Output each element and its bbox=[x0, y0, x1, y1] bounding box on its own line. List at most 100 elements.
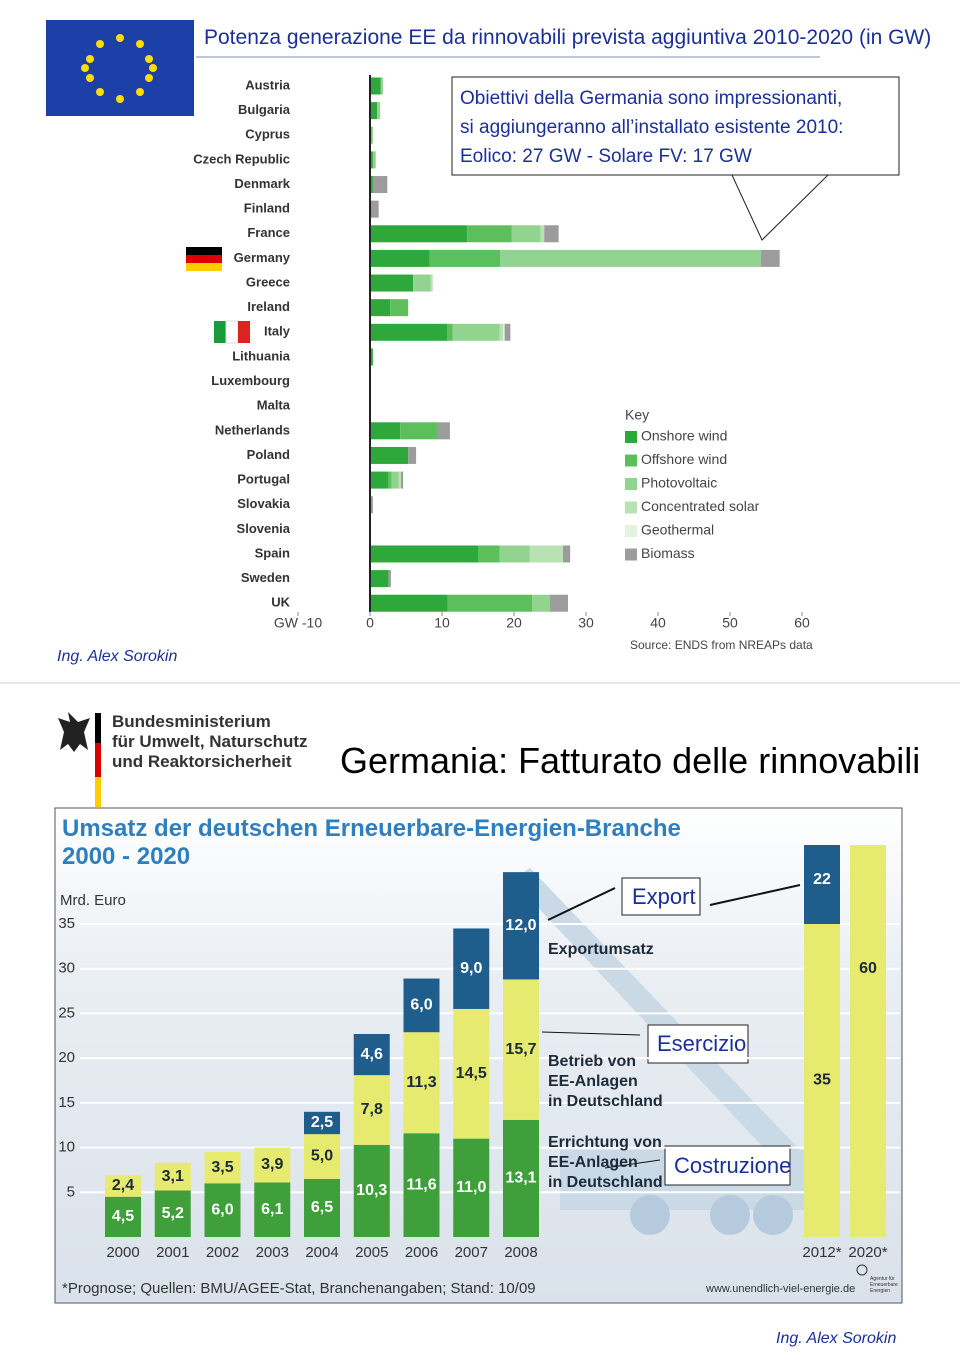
x-tick-label: 0 bbox=[366, 615, 374, 631]
value-label: 6,1 bbox=[261, 1201, 283, 1218]
bar-segment bbox=[453, 1008, 490, 1139]
bar-segment bbox=[372, 151, 376, 169]
bar-segment bbox=[400, 422, 437, 440]
bar-segment bbox=[370, 176, 373, 194]
value-label: 3,1 bbox=[162, 1168, 184, 1185]
value-label: 3,9 bbox=[261, 1156, 283, 1173]
y-tick-label: 25 bbox=[58, 1004, 75, 1021]
bar-segment bbox=[370, 151, 373, 169]
stripe-red bbox=[95, 743, 101, 777]
bar-segment bbox=[380, 77, 383, 95]
bar-segment bbox=[499, 323, 504, 341]
y-tick-label: 5 bbox=[67, 1183, 75, 1200]
bar-segment bbox=[550, 594, 568, 612]
bar-segment bbox=[503, 1119, 539, 1237]
y-tick-label: Germany bbox=[234, 250, 291, 265]
crane-arm bbox=[512, 868, 800, 1165]
legend-label: Errichtung von EE-Anlagen in Deutschland bbox=[548, 1134, 663, 1191]
bar-segment bbox=[500, 249, 761, 267]
bar-segment bbox=[499, 545, 530, 563]
value-label: 60 bbox=[859, 960, 877, 977]
bar-segment bbox=[370, 422, 401, 440]
legend-label: Offshore wind bbox=[641, 451, 727, 467]
y-tick-label: Slovenia bbox=[237, 521, 291, 536]
value-label: 14,5 bbox=[456, 1065, 487, 1082]
bar-segment bbox=[453, 928, 490, 1009]
value-label: 22 bbox=[813, 871, 831, 888]
flag-italy bbox=[214, 320, 250, 344]
legend-label: Photovoltaic bbox=[641, 475, 717, 491]
bar-segment bbox=[370, 446, 409, 464]
bar-segment bbox=[371, 126, 373, 144]
bar-segment bbox=[403, 1133, 440, 1237]
x-tick-label: 2000 bbox=[106, 1244, 139, 1261]
bar-segment bbox=[254, 1147, 291, 1183]
bar-segment bbox=[370, 323, 448, 341]
eu-stars bbox=[81, 34, 157, 103]
bar-segment bbox=[504, 323, 511, 341]
bar-segment bbox=[403, 1032, 440, 1134]
crane-wheels bbox=[630, 1195, 793, 1235]
bar-segment bbox=[452, 323, 500, 341]
legend-swatch bbox=[625, 431, 637, 443]
bar-segment bbox=[304, 1178, 340, 1237]
y-tick-label: Italy bbox=[264, 324, 291, 339]
bar-segment bbox=[400, 471, 404, 489]
bar-segment bbox=[353, 1144, 390, 1237]
value-label: 13,1 bbox=[505, 1170, 536, 1187]
y-tick-label: France bbox=[247, 225, 290, 240]
legend-title: Key bbox=[625, 407, 649, 423]
bar-segment bbox=[429, 249, 501, 267]
annotation-lines bbox=[541, 884, 801, 1169]
bar-segment bbox=[372, 176, 388, 194]
y-tick-label: Greece bbox=[246, 274, 290, 289]
annotation: Costruzione bbox=[674, 1153, 792, 1178]
x-tick-label: 2007 bbox=[455, 1244, 488, 1261]
x-tick-label: 2012* bbox=[802, 1244, 841, 1261]
bar-segment bbox=[532, 594, 550, 612]
value-label: 9,0 bbox=[460, 960, 482, 977]
x-tick-label: 2004 bbox=[305, 1244, 338, 1261]
bar-segment bbox=[370, 348, 373, 366]
y-tick-label: Finland bbox=[244, 201, 290, 216]
x-tick-label: GW -10 bbox=[274, 615, 322, 631]
value-label: 2,5 bbox=[311, 1114, 333, 1131]
x-tick-label: 2001 bbox=[156, 1244, 189, 1261]
y-tick-label: Slovakia bbox=[237, 496, 291, 511]
legend-label: Onshore wind bbox=[641, 428, 727, 444]
bar-segment bbox=[254, 1182, 291, 1237]
bar-segment bbox=[529, 545, 563, 563]
export-box bbox=[621, 877, 701, 916]
eagle-logo bbox=[58, 712, 90, 752]
value-label: 5,0 bbox=[311, 1148, 333, 1165]
esercizio-box bbox=[647, 1024, 749, 1064]
y-tick-label: Poland bbox=[247, 447, 290, 462]
value-label: 3,5 bbox=[211, 1159, 233, 1176]
value-label: 12,0 bbox=[505, 917, 536, 934]
y-tick-label: UK bbox=[271, 595, 290, 610]
value-label: 6,0 bbox=[410, 997, 432, 1014]
bar-segment bbox=[430, 274, 433, 292]
x-tick-label: 40 bbox=[650, 615, 666, 631]
bar-segment bbox=[436, 422, 450, 440]
y-tick-label: Malta bbox=[257, 398, 291, 413]
value-label: 35 bbox=[813, 1072, 831, 1089]
x-tick-label: 50 bbox=[722, 615, 738, 631]
flag-germany bbox=[186, 247, 222, 271]
bar-segment bbox=[370, 102, 378, 120]
y-tick-label: Luxembourg bbox=[211, 373, 290, 388]
y-tick-label: Czech Republic bbox=[193, 151, 290, 166]
bar-segment bbox=[370, 545, 478, 563]
bar-segment bbox=[760, 249, 780, 267]
x-tick-label: 2005 bbox=[355, 1244, 388, 1261]
bar-segment bbox=[432, 274, 434, 292]
legend-swatch bbox=[625, 454, 637, 467]
legend-label: Exportumsatz bbox=[548, 941, 654, 958]
bar-segment bbox=[453, 1138, 490, 1237]
y-tick-label: Denmark bbox=[234, 176, 290, 191]
legend-label: Biomass bbox=[641, 545, 695, 561]
bar-segment bbox=[154, 1162, 191, 1191]
y-tick-label: Spain bbox=[255, 545, 290, 560]
x-tick-label: 2008 bbox=[504, 1244, 537, 1261]
value-label: 5,2 bbox=[162, 1205, 184, 1222]
